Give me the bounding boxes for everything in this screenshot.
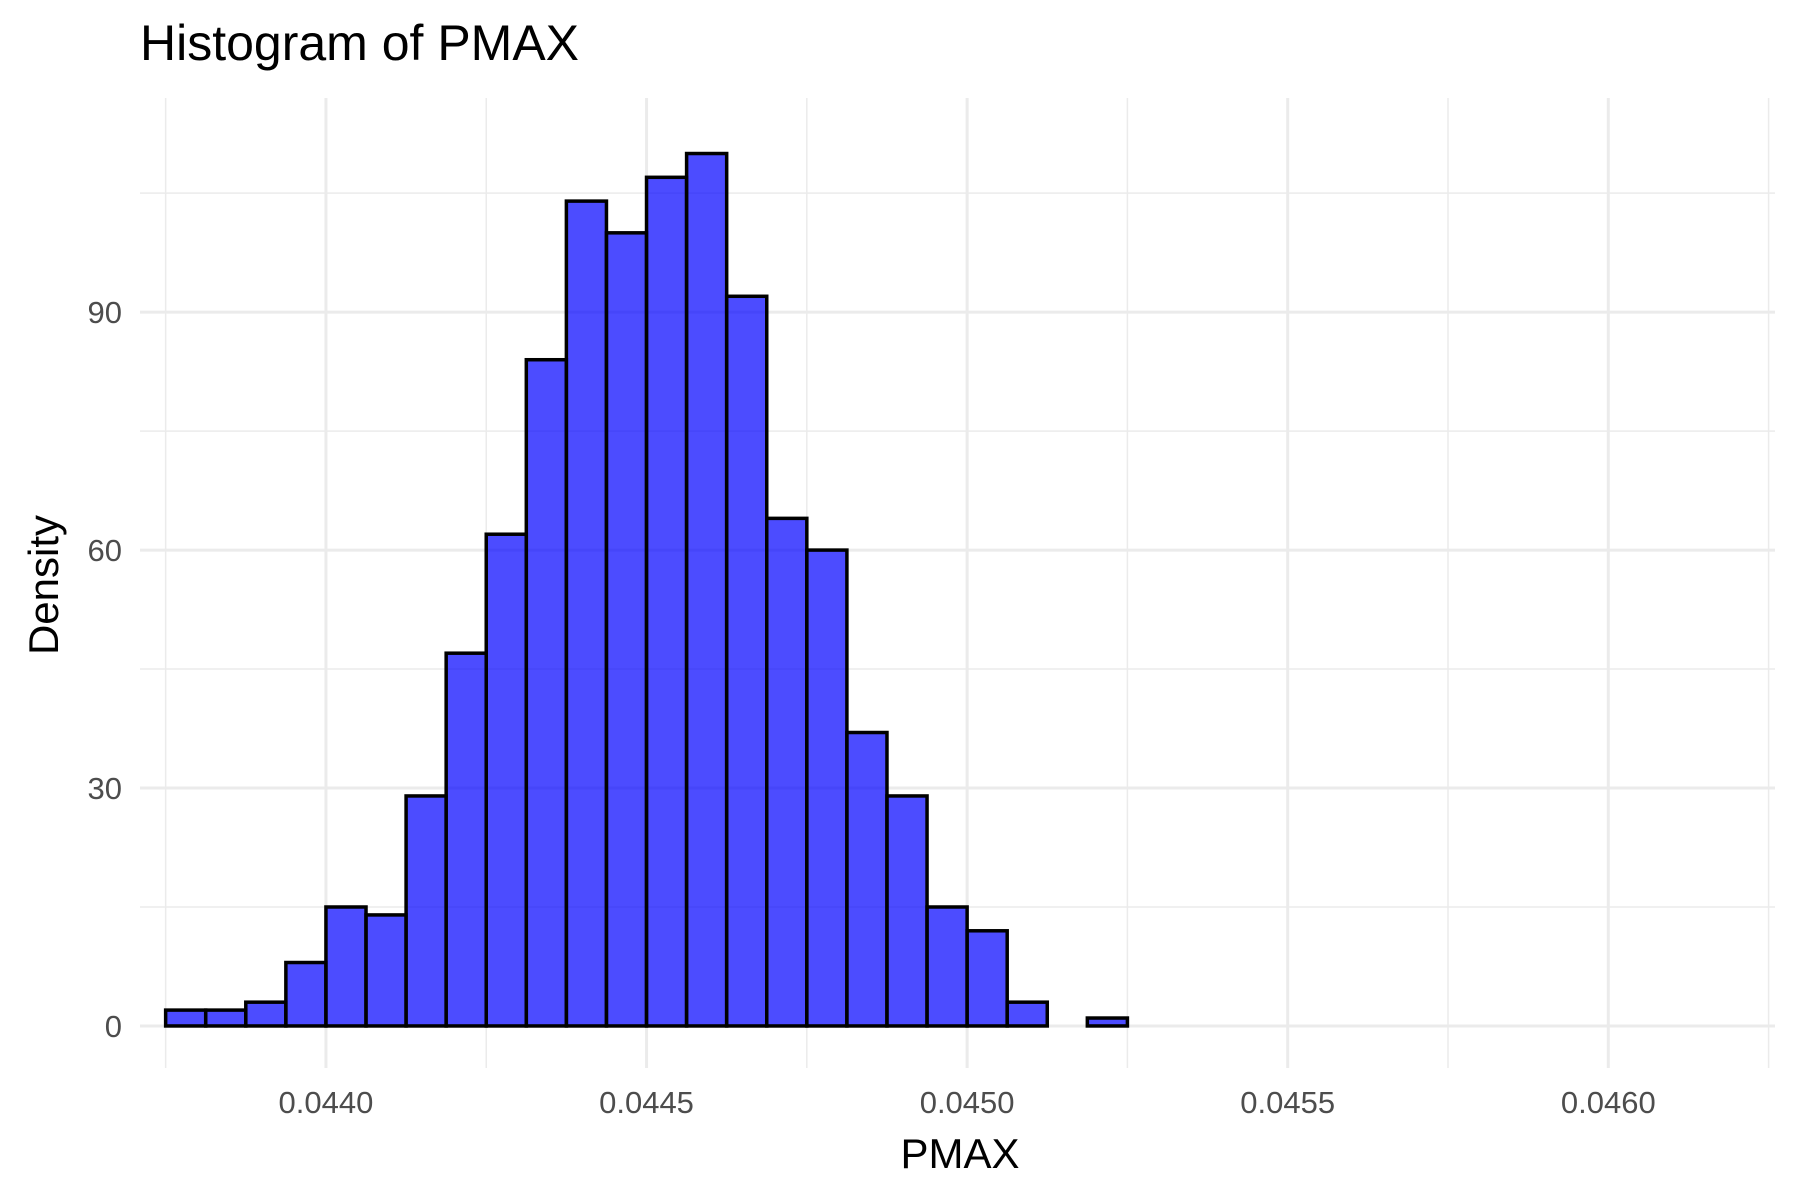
histogram-bar — [444, 651, 488, 1028]
histogram-bar — [644, 175, 689, 1028]
histogram-bar — [564, 199, 609, 1028]
y-tick-label: 30 — [88, 771, 122, 806]
histogram-bar — [364, 913, 408, 1028]
histogram-bar — [885, 794, 929, 1028]
histogram-bar — [284, 960, 328, 1028]
histogram-bar — [845, 730, 889, 1028]
x-tick-label: 0.0440 — [279, 1085, 374, 1120]
x-axis-label: PMAX — [900, 1130, 1020, 1177]
histogram-bar — [604, 231, 649, 1028]
histogram-bar — [484, 532, 529, 1028]
histogram-bar — [684, 151, 729, 1028]
x-tick-label: 0.0445 — [599, 1085, 694, 1120]
histogram-bar — [244, 1000, 288, 1028]
y-tick-label: 60 — [88, 533, 122, 568]
histogram-bar — [1085, 1016, 1130, 1028]
histogram-bar — [324, 905, 368, 1028]
histogram-bar — [203, 1008, 248, 1028]
x-tick-label: 0.0455 — [1240, 1085, 1335, 1120]
y-tick-label: 0 — [105, 1009, 122, 1044]
x-tick-labels: 0.0440 0.0445 0.0450 0.0455 0.0460 — [279, 1085, 1656, 1120]
histogram-bar — [965, 929, 1009, 1028]
histogram-bar — [925, 905, 969, 1028]
y-tick-labels: 0 30 60 90 — [88, 295, 122, 1044]
chart-title: Histogram of PMAX — [140, 15, 580, 71]
histogram-bar — [404, 794, 448, 1028]
y-axis-label: Density — [20, 514, 67, 656]
histogram-bar — [805, 548, 849, 1028]
histogram-bar — [1005, 1000, 1050, 1028]
histogram-bar — [724, 294, 769, 1028]
histogram-bar — [163, 1008, 208, 1028]
x-tick-label: 0.0450 — [920, 1085, 1015, 1120]
y-tick-label: 90 — [88, 295, 122, 330]
histogram-bars — [163, 151, 1130, 1028]
x-tick-label: 0.0460 — [1561, 1085, 1656, 1120]
histogram-bar — [524, 357, 569, 1028]
histogram-bar — [765, 516, 809, 1028]
